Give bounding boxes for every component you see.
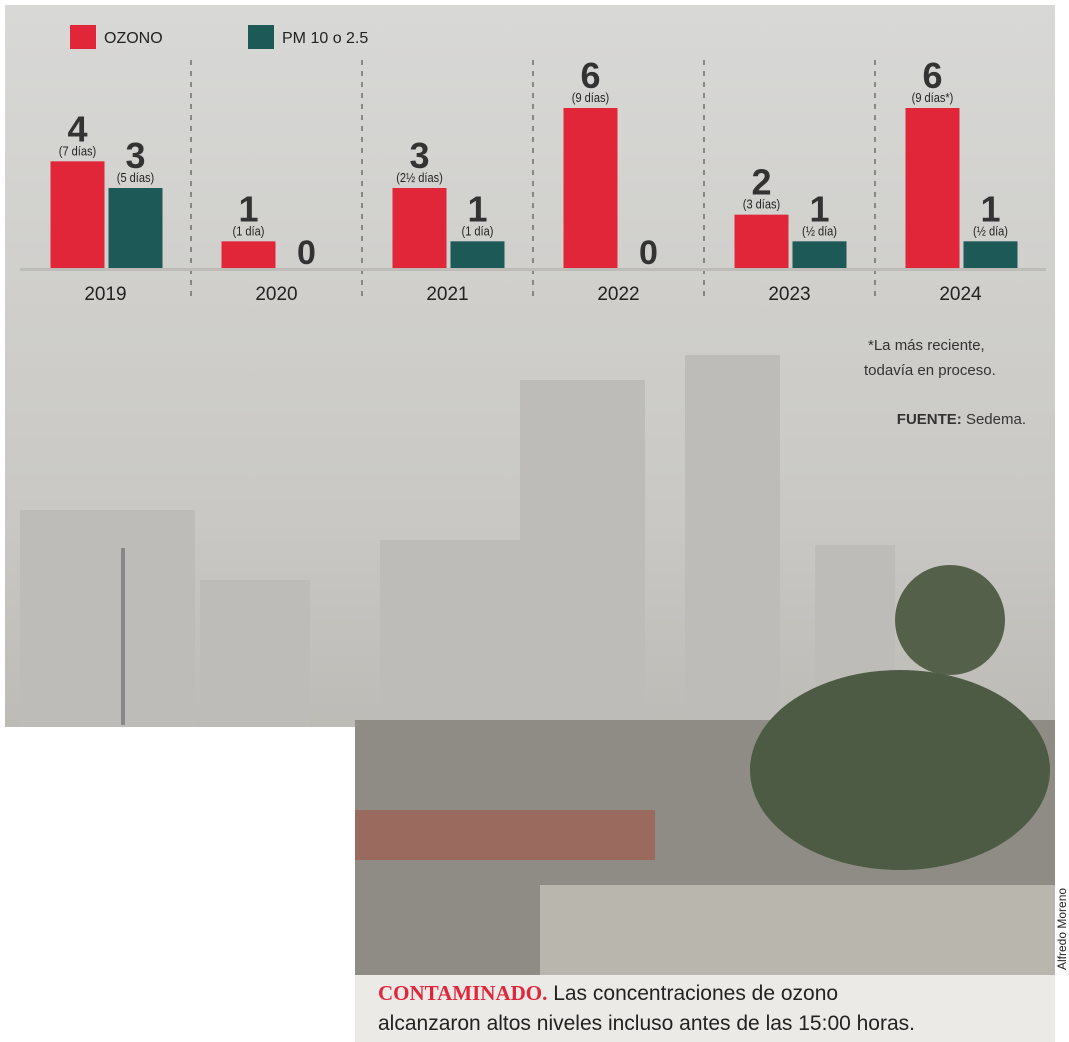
caption: CONTAMINADO. Las concentraciones de ozon… [378,981,838,1005]
bar [792,241,847,268]
caption-box [355,975,1055,1042]
value-label: 2 [751,162,771,203]
bar [563,108,618,268]
value-label: 1 [980,188,1000,229]
bar [50,161,105,268]
footnote: todavía en proceso. [864,362,996,379]
value-note: (1 día) [462,223,494,238]
legend-label: OZONO [104,30,163,47]
value-note: (2½ días) [396,170,443,185]
caption-lead: CONTAMINADO. [378,981,547,1005]
bar [221,241,276,268]
bar [392,188,447,268]
value-note: (5 días) [117,170,154,185]
photo-credit: Alfredo Moreno [1055,888,1069,970]
footnote: *La más reciente, [868,337,985,354]
cutout [0,727,355,1042]
value-note: (½ día) [973,223,1008,238]
x-tick-label: 2024 [939,284,982,305]
caption-line: alcanzaron altos niveles incluso antes d… [378,1012,915,1035]
value-label: 1 [809,188,829,229]
baseline-band [20,268,1046,271]
value-label: 4 [67,108,87,149]
value-label: 1 [238,188,258,229]
value-note: (3 días) [743,197,780,212]
value-label: 1 [467,188,487,229]
bar [734,214,789,268]
legend-swatch [248,25,274,49]
x-tick-label: 2022 [597,284,639,305]
value-label: 3 [125,135,145,176]
value-note: (7 días) [59,143,96,158]
x-tick-label: 2019 [84,284,126,305]
value-label: 0 [297,234,316,272]
source-name: Sedema. [966,411,1026,428]
value-note: (9 días) [572,90,609,105]
source: FUENTE: Sedema. [897,411,1026,428]
bar [963,241,1018,268]
x-tick-label: 2023 [768,284,810,305]
value-label: 6 [922,55,942,96]
bar [905,108,960,268]
buildings [20,355,895,730]
bar [450,241,505,268]
value-note: (9 días*) [912,90,954,105]
legend-swatch [70,25,96,49]
caption-line: Las concentraciones de ozono [553,982,838,1005]
bar [108,188,163,268]
value-label: 6 [580,55,600,96]
legend-label: PM 10 o 2.5 [282,30,368,47]
foreground [121,548,1055,975]
source-label: FUENTE: [897,411,962,428]
value-label: 0 [639,234,658,272]
x-tick-label: 2021 [426,284,468,305]
x-tick-label: 2020 [255,284,297,305]
value-note: (1 día) [233,223,265,238]
value-label: 3 [409,135,429,176]
value-note: (½ día) [802,223,837,238]
